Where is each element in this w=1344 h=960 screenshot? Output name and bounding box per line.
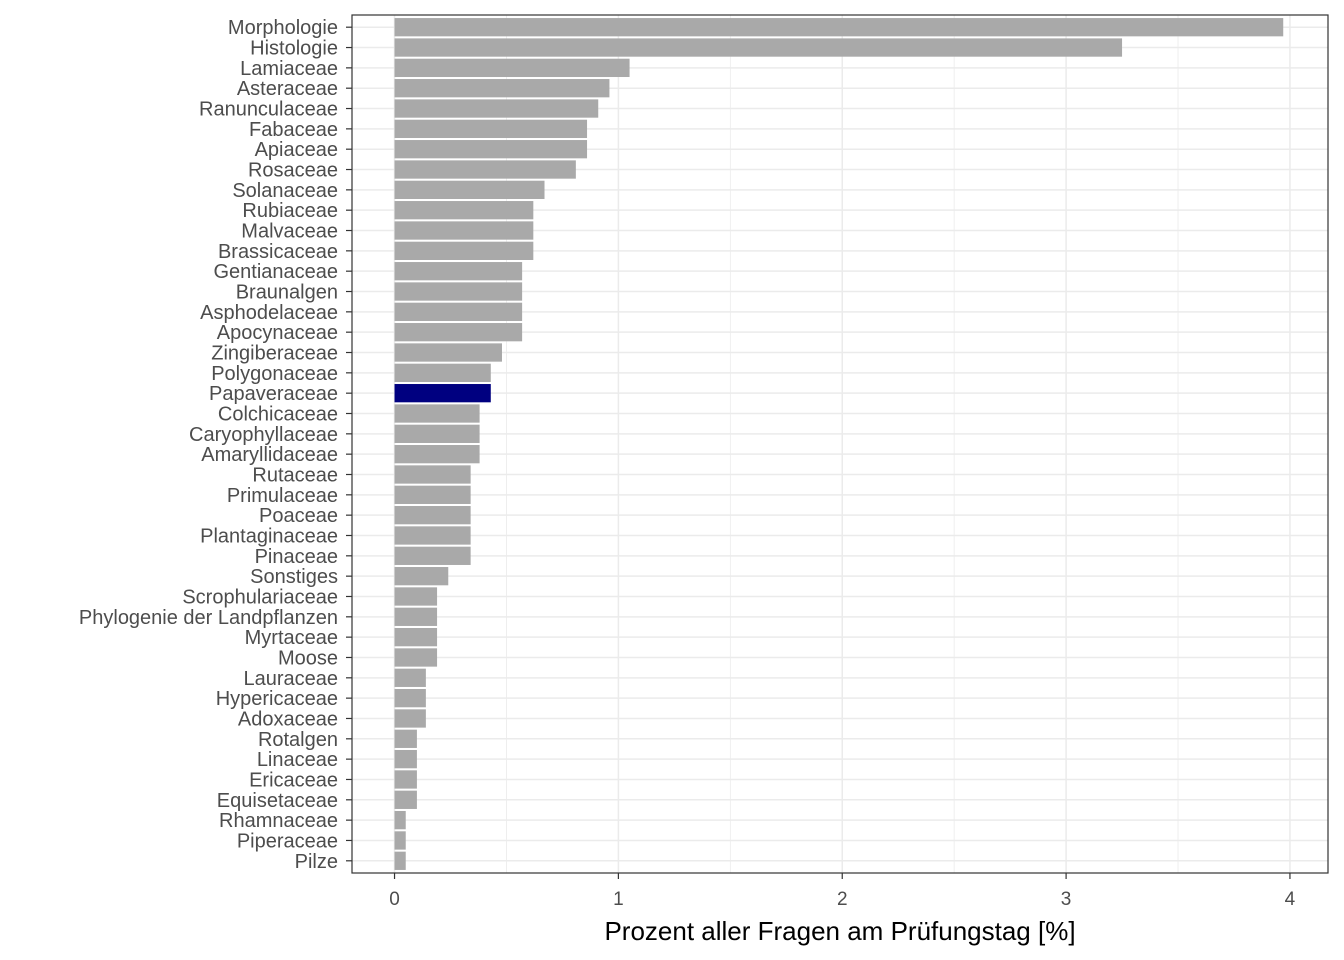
category-label: Ericaceae bbox=[249, 769, 338, 791]
category-label: Myrtaceae bbox=[245, 627, 338, 649]
x-tick-label: 3 bbox=[1061, 889, 1072, 910]
x-tick-label: 1 bbox=[613, 889, 624, 910]
bar bbox=[394, 688, 426, 708]
category-label: Pilze bbox=[295, 851, 338, 873]
category-label: Gentianaceae bbox=[213, 261, 338, 283]
bar bbox=[394, 506, 471, 525]
category-label: Rubiaceae bbox=[242, 200, 338, 222]
category-label: Histologie bbox=[250, 38, 338, 60]
category-label: Equisetaceae bbox=[217, 790, 338, 812]
category-label: Papaveraceae bbox=[209, 383, 338, 405]
x-tick-label: 0 bbox=[389, 889, 400, 910]
bar bbox=[394, 58, 630, 78]
category-label: Brassicaceae bbox=[218, 241, 338, 263]
bar bbox=[394, 363, 491, 382]
category-label: Colchicaceae bbox=[218, 404, 338, 426]
category-label: Apiaceae bbox=[255, 139, 338, 161]
bar bbox=[394, 119, 588, 139]
bar bbox=[394, 262, 523, 281]
bar bbox=[394, 99, 599, 118]
category-label: Caryophyllaceae bbox=[189, 424, 338, 446]
bar bbox=[394, 201, 534, 220]
bar bbox=[394, 790, 417, 809]
bar bbox=[394, 445, 480, 464]
category-label: Zingiberaceae bbox=[211, 343, 338, 365]
bar bbox=[394, 180, 545, 200]
category-label: Asphodelaceae bbox=[200, 302, 338, 324]
bar bbox=[394, 343, 502, 362]
x-axis-ticks: 0 1 2 3 4 bbox=[389, 873, 1296, 910]
category-label: Piperaceae bbox=[237, 830, 338, 852]
category-label: Lamiaceae bbox=[240, 58, 338, 80]
category-label: Phylogenie der Landpflanzen bbox=[79, 607, 338, 629]
category-label: Apocynaceae bbox=[217, 322, 338, 344]
bar bbox=[394, 567, 449, 586]
x-tick-label: 2 bbox=[837, 889, 848, 910]
bar bbox=[394, 607, 438, 626]
category-label: Sonstiges bbox=[250, 566, 338, 588]
category-label: Braunalgen bbox=[236, 282, 338, 304]
category-label: Primulaceae bbox=[227, 485, 338, 507]
bar bbox=[394, 241, 534, 260]
bar bbox=[394, 404, 480, 423]
bar bbox=[394, 18, 1284, 37]
category-label: Fabaceae bbox=[249, 119, 338, 141]
bar bbox=[394, 648, 438, 667]
bar bbox=[394, 546, 471, 565]
bar bbox=[394, 465, 471, 484]
category-label: Morphologie bbox=[228, 17, 338, 39]
bar bbox=[394, 384, 491, 403]
bar bbox=[394, 79, 610, 98]
category-label: Malvaceae bbox=[241, 221, 338, 243]
bar bbox=[394, 424, 480, 443]
category-label: Rotalgen bbox=[258, 729, 338, 751]
bar bbox=[394, 668, 426, 687]
category-label: Polygonaceae bbox=[211, 363, 338, 385]
bar bbox=[394, 709, 426, 728]
bar bbox=[394, 729, 417, 748]
category-label: Amaryllidaceae bbox=[201, 444, 338, 466]
category-label: Ranunculaceae bbox=[199, 99, 338, 121]
bar bbox=[394, 302, 523, 321]
category-label: Lauraceae bbox=[243, 668, 338, 690]
bar-layer bbox=[394, 18, 1284, 870]
category-labels: MorphologieHistologieLamiaceaeAsteraceae… bbox=[79, 17, 352, 873]
bar bbox=[394, 38, 1123, 57]
bar bbox=[394, 282, 523, 301]
bar bbox=[394, 323, 523, 342]
category-label: Hypericaceae bbox=[216, 688, 338, 710]
category-label: Rhamnaceae bbox=[219, 810, 338, 832]
bar bbox=[394, 485, 471, 504]
bar bbox=[394, 749, 417, 769]
category-label: Scrophulariaceae bbox=[182, 586, 338, 608]
category-label: Linaceae bbox=[257, 749, 338, 771]
bar bbox=[394, 587, 438, 606]
panel-border bbox=[351, 14, 1329, 874]
bar bbox=[394, 810, 406, 830]
category-label: Plantaginaceae bbox=[200, 525, 338, 547]
bar bbox=[394, 851, 406, 870]
category-label: Rutaceae bbox=[252, 464, 338, 486]
x-axis-title: Prozent aller Fragen am Prüfungstag [%] bbox=[604, 916, 1075, 946]
bar bbox=[394, 140, 588, 159]
category-label: Rosaceae bbox=[248, 160, 338, 182]
bar bbox=[394, 221, 534, 240]
category-label: Adoxaceae bbox=[238, 708, 338, 730]
category-label: Pinaceae bbox=[255, 546, 338, 568]
x-tick-label: 4 bbox=[1285, 889, 1296, 910]
bar bbox=[394, 526, 471, 545]
category-label: Moose bbox=[278, 647, 338, 669]
bar bbox=[394, 160, 576, 179]
bar bbox=[394, 770, 417, 789]
category-label: Poaceae bbox=[259, 505, 338, 527]
category-label: Solanaceae bbox=[232, 180, 338, 202]
bar bbox=[394, 628, 438, 647]
category-label: Asteraceae bbox=[237, 78, 338, 100]
bar bbox=[394, 831, 406, 850]
